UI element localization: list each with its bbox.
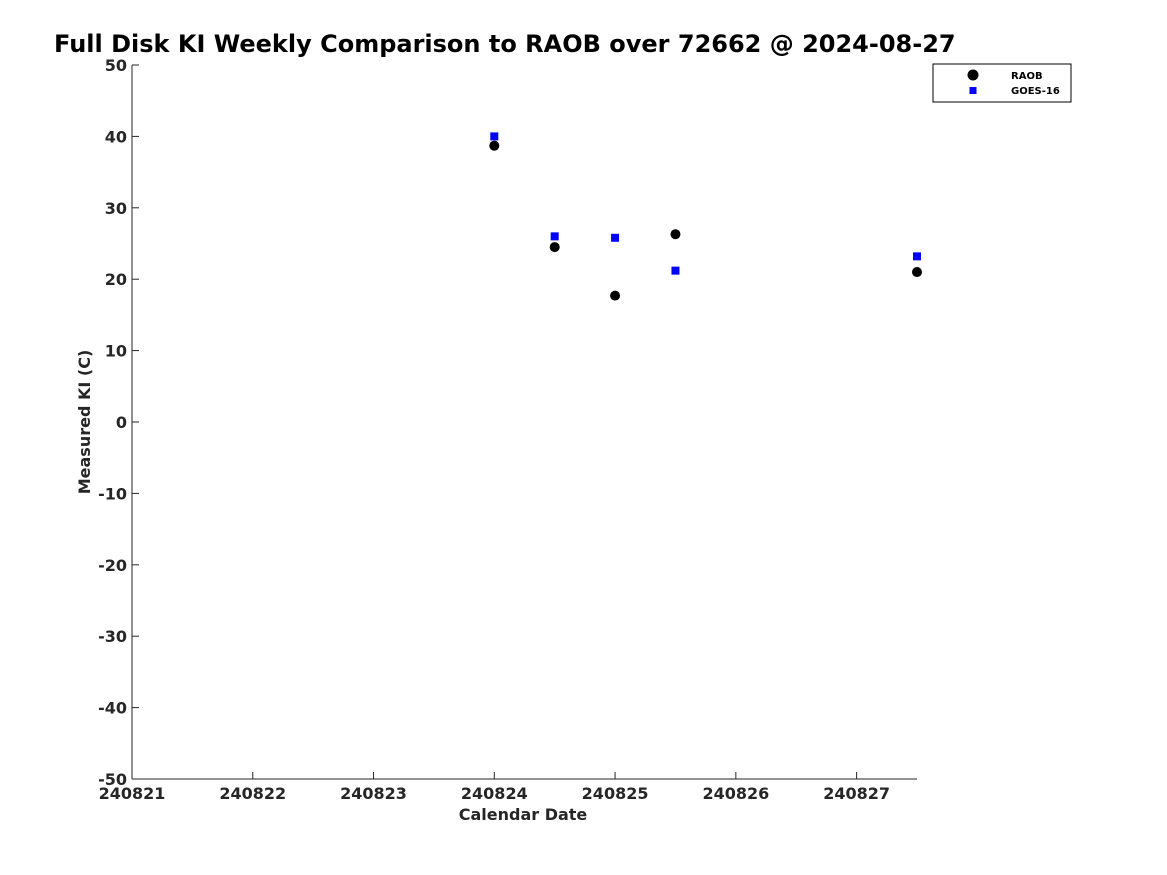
y-tick-label: -40	[98, 699, 127, 718]
y-tick-label: -20	[98, 556, 127, 575]
chart-title: Full Disk KI Weekly Comparison to RAOB o…	[54, 30, 956, 58]
x-ticks: 240821 240822 240823 240824 240825 240826 2408…	[99, 772, 890, 803]
point-goes-16	[550, 232, 559, 241]
legend-marker-raob	[967, 69, 979, 81]
x-tick-label: 240823	[340, 784, 407, 803]
y-tick-label: 10	[105, 342, 127, 361]
x-tick-label: 240827	[823, 784, 890, 803]
legend-box	[932, 63, 1072, 103]
y-tick-label: -50	[98, 770, 127, 789]
point-raob	[610, 290, 621, 301]
y-axis-label: Measured KI (C)	[75, 350, 94, 495]
point-raob	[912, 267, 922, 278]
x-tick-label: 240826	[702, 784, 769, 803]
x-tick-label: 240822	[219, 784, 286, 803]
x-tick-label: 240824	[461, 784, 528, 803]
point-raob	[489, 140, 500, 151]
y-tick-label: 50	[105, 56, 127, 75]
x-tick-label: 240821	[99, 784, 166, 803]
legend-label-raob: RAOB	[1011, 71, 1043, 82]
y-tick-label: 40	[105, 127, 127, 146]
y-ticks: 50 40 30 20 10 0 -10 -20 -30 -40 -50	[98, 56, 139, 789]
y-tick-label: -30	[98, 627, 127, 646]
legend[interactable]: RAOB GOES-16	[932, 63, 1072, 103]
data-points	[489, 132, 922, 301]
x-tick-label: 240825	[582, 784, 649, 803]
y-tick-label: 20	[105, 270, 127, 289]
y-tick-label: 0	[116, 413, 127, 432]
point-goes-16	[913, 252, 921, 261]
y-tick-label: -10	[98, 484, 127, 503]
legend-marker-goes-16	[969, 87, 977, 94]
point-raob	[670, 229, 681, 240]
point-goes-16	[490, 132, 499, 141]
x-axis-label: Calendar Date	[459, 805, 588, 824]
y-tick-label: 30	[105, 199, 127, 218]
axes	[131, 65, 917, 780]
legend-label-goes-16: GOES-16	[1011, 86, 1060, 97]
point-goes-16	[611, 233, 620, 242]
point-raob	[549, 242, 560, 253]
point-goes-16	[671, 266, 680, 275]
